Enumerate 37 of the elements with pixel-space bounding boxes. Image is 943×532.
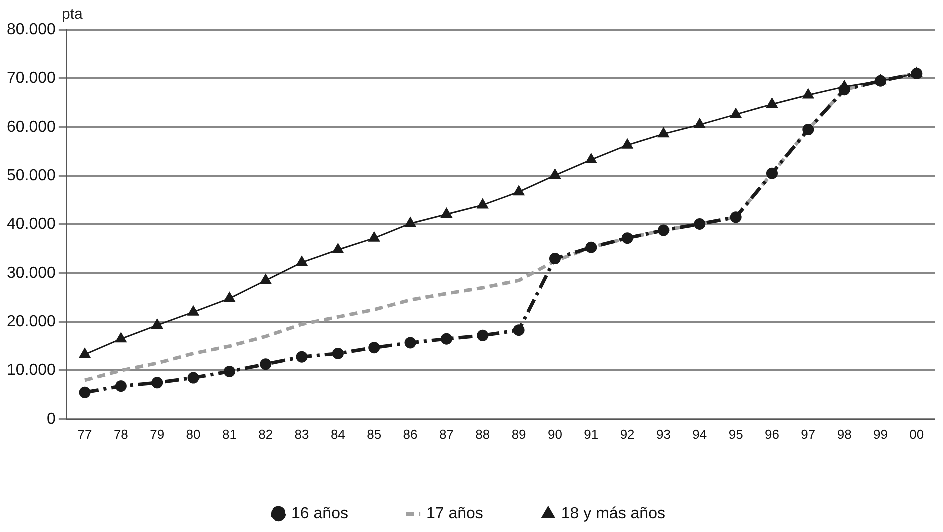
y-tick-label: 20.000 <box>7 313 56 330</box>
x-tick-label: 81 <box>222 426 237 442</box>
x-tick-label: 89 <box>512 426 526 442</box>
y-tick-label: 0 <box>47 410 56 428</box>
x-tick-label: 99 <box>874 426 888 442</box>
x-tick-label: 80 <box>186 426 201 442</box>
x-tick-label: 88 <box>476 426 490 442</box>
x-tick-label: 00 <box>910 426 924 442</box>
x-tick-label: 77 <box>78 426 92 442</box>
x-tick-label: 87 <box>439 426 454 442</box>
legend-label: 17 años <box>426 505 484 522</box>
x-tick-label: 91 <box>584 426 599 442</box>
y-axis-title: pta <box>62 6 83 23</box>
x-tick-label: 78 <box>114 426 128 442</box>
y-tick-label: 80.000 <box>7 21 56 38</box>
x-tick-label: 97 <box>801 426 816 442</box>
legend-label: 16 años <box>292 505 348 522</box>
x-tick-label: 86 <box>403 426 418 442</box>
x-tick-label: 98 <box>837 426 852 442</box>
x-tick-label: 84 <box>330 426 346 442</box>
y-tick-label: 10.000 <box>7 362 56 380</box>
y-tick-label: 70.000 <box>7 70 56 88</box>
x-tick-label: 79 <box>150 426 165 442</box>
y-tick-label: 60.000 <box>7 118 56 136</box>
x-tick-label: 96 <box>765 426 780 442</box>
x-tick-label: 82 <box>258 426 274 442</box>
x-tick-label: 92 <box>620 426 635 442</box>
x-tick-label: 93 <box>656 426 671 442</box>
y-tick-label: 30.000 <box>7 264 56 282</box>
x-tick-label: 90 <box>548 426 562 442</box>
x-tick-label: 85 <box>367 426 382 442</box>
x-tick-label: 95 <box>728 426 744 442</box>
x-tick-label: 83 <box>294 426 310 442</box>
x-tick-label: 94 <box>692 426 708 442</box>
legend-label: 18 y más años <box>561 505 666 522</box>
y-tick-label: 40.000 <box>7 216 56 234</box>
y-tick-label: 50.000 <box>7 167 56 184</box>
